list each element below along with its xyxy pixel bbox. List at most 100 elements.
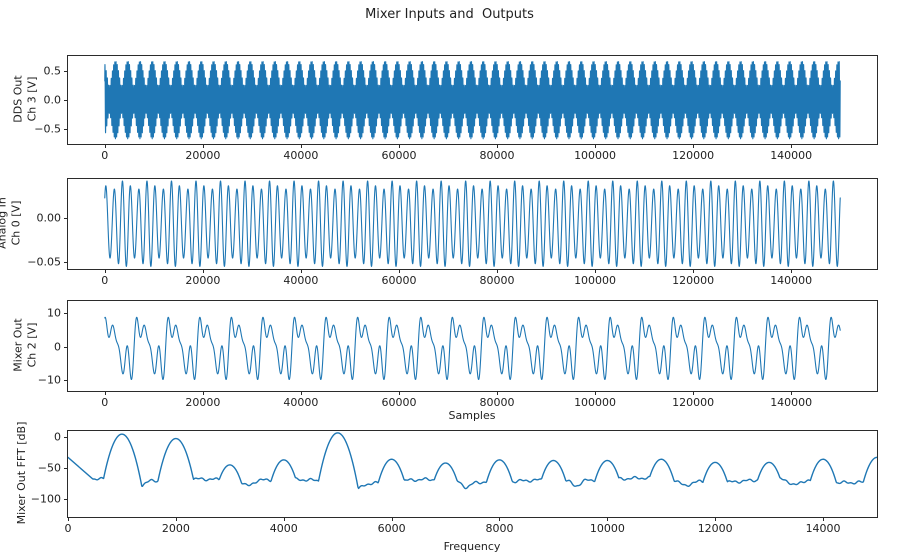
x-tick-mark bbox=[693, 144, 695, 148]
axes-analog-in: 0 20000 40000 60000 80000 100000 120000 140000 0… bbox=[27, 178, 878, 287]
x-tick-mark bbox=[283, 517, 285, 521]
dds-out-waveform bbox=[68, 56, 877, 144]
x-tick-label: 60000 bbox=[381, 274, 417, 287]
ylabel-line: Mixer Out FFT [dB] bbox=[15, 421, 29, 525]
axes-mixer-out-fft: 0 2000 4000 6000 8000 10000 12000 14000 0 −50 −100 bbox=[31, 430, 878, 535]
x-tick-mark bbox=[693, 269, 695, 273]
x-tick-label: 80000 bbox=[479, 396, 515, 409]
ylabel-line: Ch 0 [V] bbox=[9, 200, 22, 246]
x-tick-label: 100000 bbox=[574, 396, 617, 409]
y-tick-label: 0.0 bbox=[43, 93, 62, 107]
x-tick-mark bbox=[791, 269, 793, 273]
x-tick-label: 120000 bbox=[672, 396, 715, 409]
x-tick-label: 60000 bbox=[381, 396, 417, 409]
y-tick-mark bbox=[64, 100, 68, 101]
y-tick-mark bbox=[64, 128, 68, 130]
x-tick-label: 2000 bbox=[161, 522, 190, 535]
x-tick-mark bbox=[595, 144, 597, 148]
x-tick-mark bbox=[68, 517, 69, 521]
analog-in-waveform bbox=[68, 179, 877, 269]
y-tick-mark bbox=[64, 261, 68, 263]
y-tick-mark bbox=[64, 436, 68, 438]
y-tick-label: 0 bbox=[54, 430, 61, 444]
x-tick-mark bbox=[595, 269, 597, 273]
y-tick-label: −0.05 bbox=[27, 255, 61, 269]
x-tick-label: 140000 bbox=[770, 396, 813, 409]
x-tick-mark bbox=[791, 144, 793, 148]
x-tick-label: 14000 bbox=[805, 522, 841, 535]
x-tick-mark bbox=[398, 144, 400, 148]
x-tick-label: 20000 bbox=[185, 274, 221, 287]
x-tick-mark bbox=[175, 517, 177, 521]
y-tick-label: −100 bbox=[30, 492, 61, 506]
x-tick-label: 100000 bbox=[574, 274, 617, 287]
x-tick-mark bbox=[791, 391, 793, 395]
x-tick-mark bbox=[202, 391, 204, 395]
figure-title: Mixer Inputs and Outputs bbox=[365, 7, 534, 22]
x-tick-label: 0 bbox=[101, 149, 109, 162]
x-tick-label: 140000 bbox=[770, 149, 813, 162]
y-tick-label: 10 bbox=[47, 306, 61, 320]
ylabel-line: Mixer Out bbox=[11, 318, 25, 372]
x-tick-label: 6000 bbox=[377, 522, 406, 535]
x-tick-label: 10000 bbox=[589, 522, 625, 535]
y-tick-label: −0.5 bbox=[34, 122, 61, 136]
x-tick-mark bbox=[497, 269, 498, 273]
x-tick-mark bbox=[104, 144, 106, 148]
x-tick-mark bbox=[497, 391, 498, 395]
x-tick-label: 140000 bbox=[770, 274, 813, 287]
y-tick-mark bbox=[64, 499, 68, 501]
x-tick-label: 20000 bbox=[185, 396, 221, 409]
x-tick-mark bbox=[607, 517, 609, 521]
ylabel-line: Ch 3 [V] bbox=[25, 76, 38, 122]
y-tick-label: 0.00 bbox=[36, 211, 62, 225]
axes-mixer-out: 0 20000 40000 60000 80000 100000 120000 140000 1… bbox=[38, 300, 878, 409]
ylabel-mixer-out: Mixer Out Ch 2 [V] bbox=[11, 318, 39, 371]
ylabel-line: DDS Out bbox=[11, 75, 25, 123]
x-tick-label: 80000 bbox=[479, 149, 515, 162]
xlabel-samples: Samples bbox=[448, 409, 496, 422]
y-tick-label: 0.5 bbox=[43, 64, 62, 78]
axes-dds-out: 0 20000 40000 60000 80000 100000 120000 140000 0… bbox=[34, 55, 878, 162]
x-tick-mark bbox=[715, 517, 717, 521]
y-tick-mark bbox=[64, 380, 68, 382]
x-tick-mark bbox=[104, 391, 106, 395]
x-tick-mark bbox=[595, 391, 597, 395]
x-tick-label: 0 bbox=[101, 274, 109, 287]
mixer-out-fft-trace bbox=[68, 431, 877, 517]
x-tick-label: 0 bbox=[101, 396, 109, 409]
x-tick-mark bbox=[391, 517, 393, 521]
ylabel-dds-out: DDS Out Ch 3 [V] bbox=[11, 75, 39, 122]
x-tick-mark bbox=[497, 144, 498, 148]
ylabel-mixer-out-fft: Mixer Out FFT [dB] bbox=[15, 422, 29, 525]
x-tick-label: 100000 bbox=[574, 149, 617, 162]
x-tick-label: 40000 bbox=[283, 396, 319, 409]
x-tick-label: 120000 bbox=[672, 149, 715, 162]
x-tick-label: 8000 bbox=[485, 522, 514, 535]
x-tick-mark bbox=[202, 144, 204, 148]
y-tick-mark bbox=[64, 313, 68, 315]
ylabel-line: Analog In bbox=[0, 197, 9, 249]
x-tick-label: 40000 bbox=[283, 149, 319, 162]
x-tick-label: 12000 bbox=[697, 522, 733, 535]
x-tick-label: 0 bbox=[64, 522, 72, 535]
mixer-out-waveform bbox=[68, 301, 877, 391]
x-tick-label: 80000 bbox=[479, 274, 515, 287]
x-tick-mark bbox=[300, 269, 302, 273]
y-tick-mark bbox=[64, 468, 68, 470]
x-tick-label: 4000 bbox=[269, 522, 298, 535]
ylabel-analog-in: Analog In Ch 0 [V] bbox=[0, 197, 23, 249]
x-tick-label: 40000 bbox=[283, 274, 319, 287]
y-tick-mark bbox=[64, 346, 68, 348]
x-tick-mark bbox=[499, 517, 501, 521]
x-tick-mark bbox=[300, 391, 302, 395]
y-tick-mark bbox=[64, 217, 68, 219]
y-tick-mark bbox=[64, 71, 68, 73]
x-tick-mark bbox=[104, 269, 106, 273]
y-tick-label: −50 bbox=[37, 461, 61, 475]
x-tick-mark bbox=[693, 391, 695, 395]
xlabel-frequency: Frequency bbox=[443, 540, 501, 553]
x-tick-label: 60000 bbox=[381, 149, 417, 162]
y-tick-label: −10 bbox=[37, 373, 61, 387]
x-tick-mark bbox=[202, 269, 204, 273]
